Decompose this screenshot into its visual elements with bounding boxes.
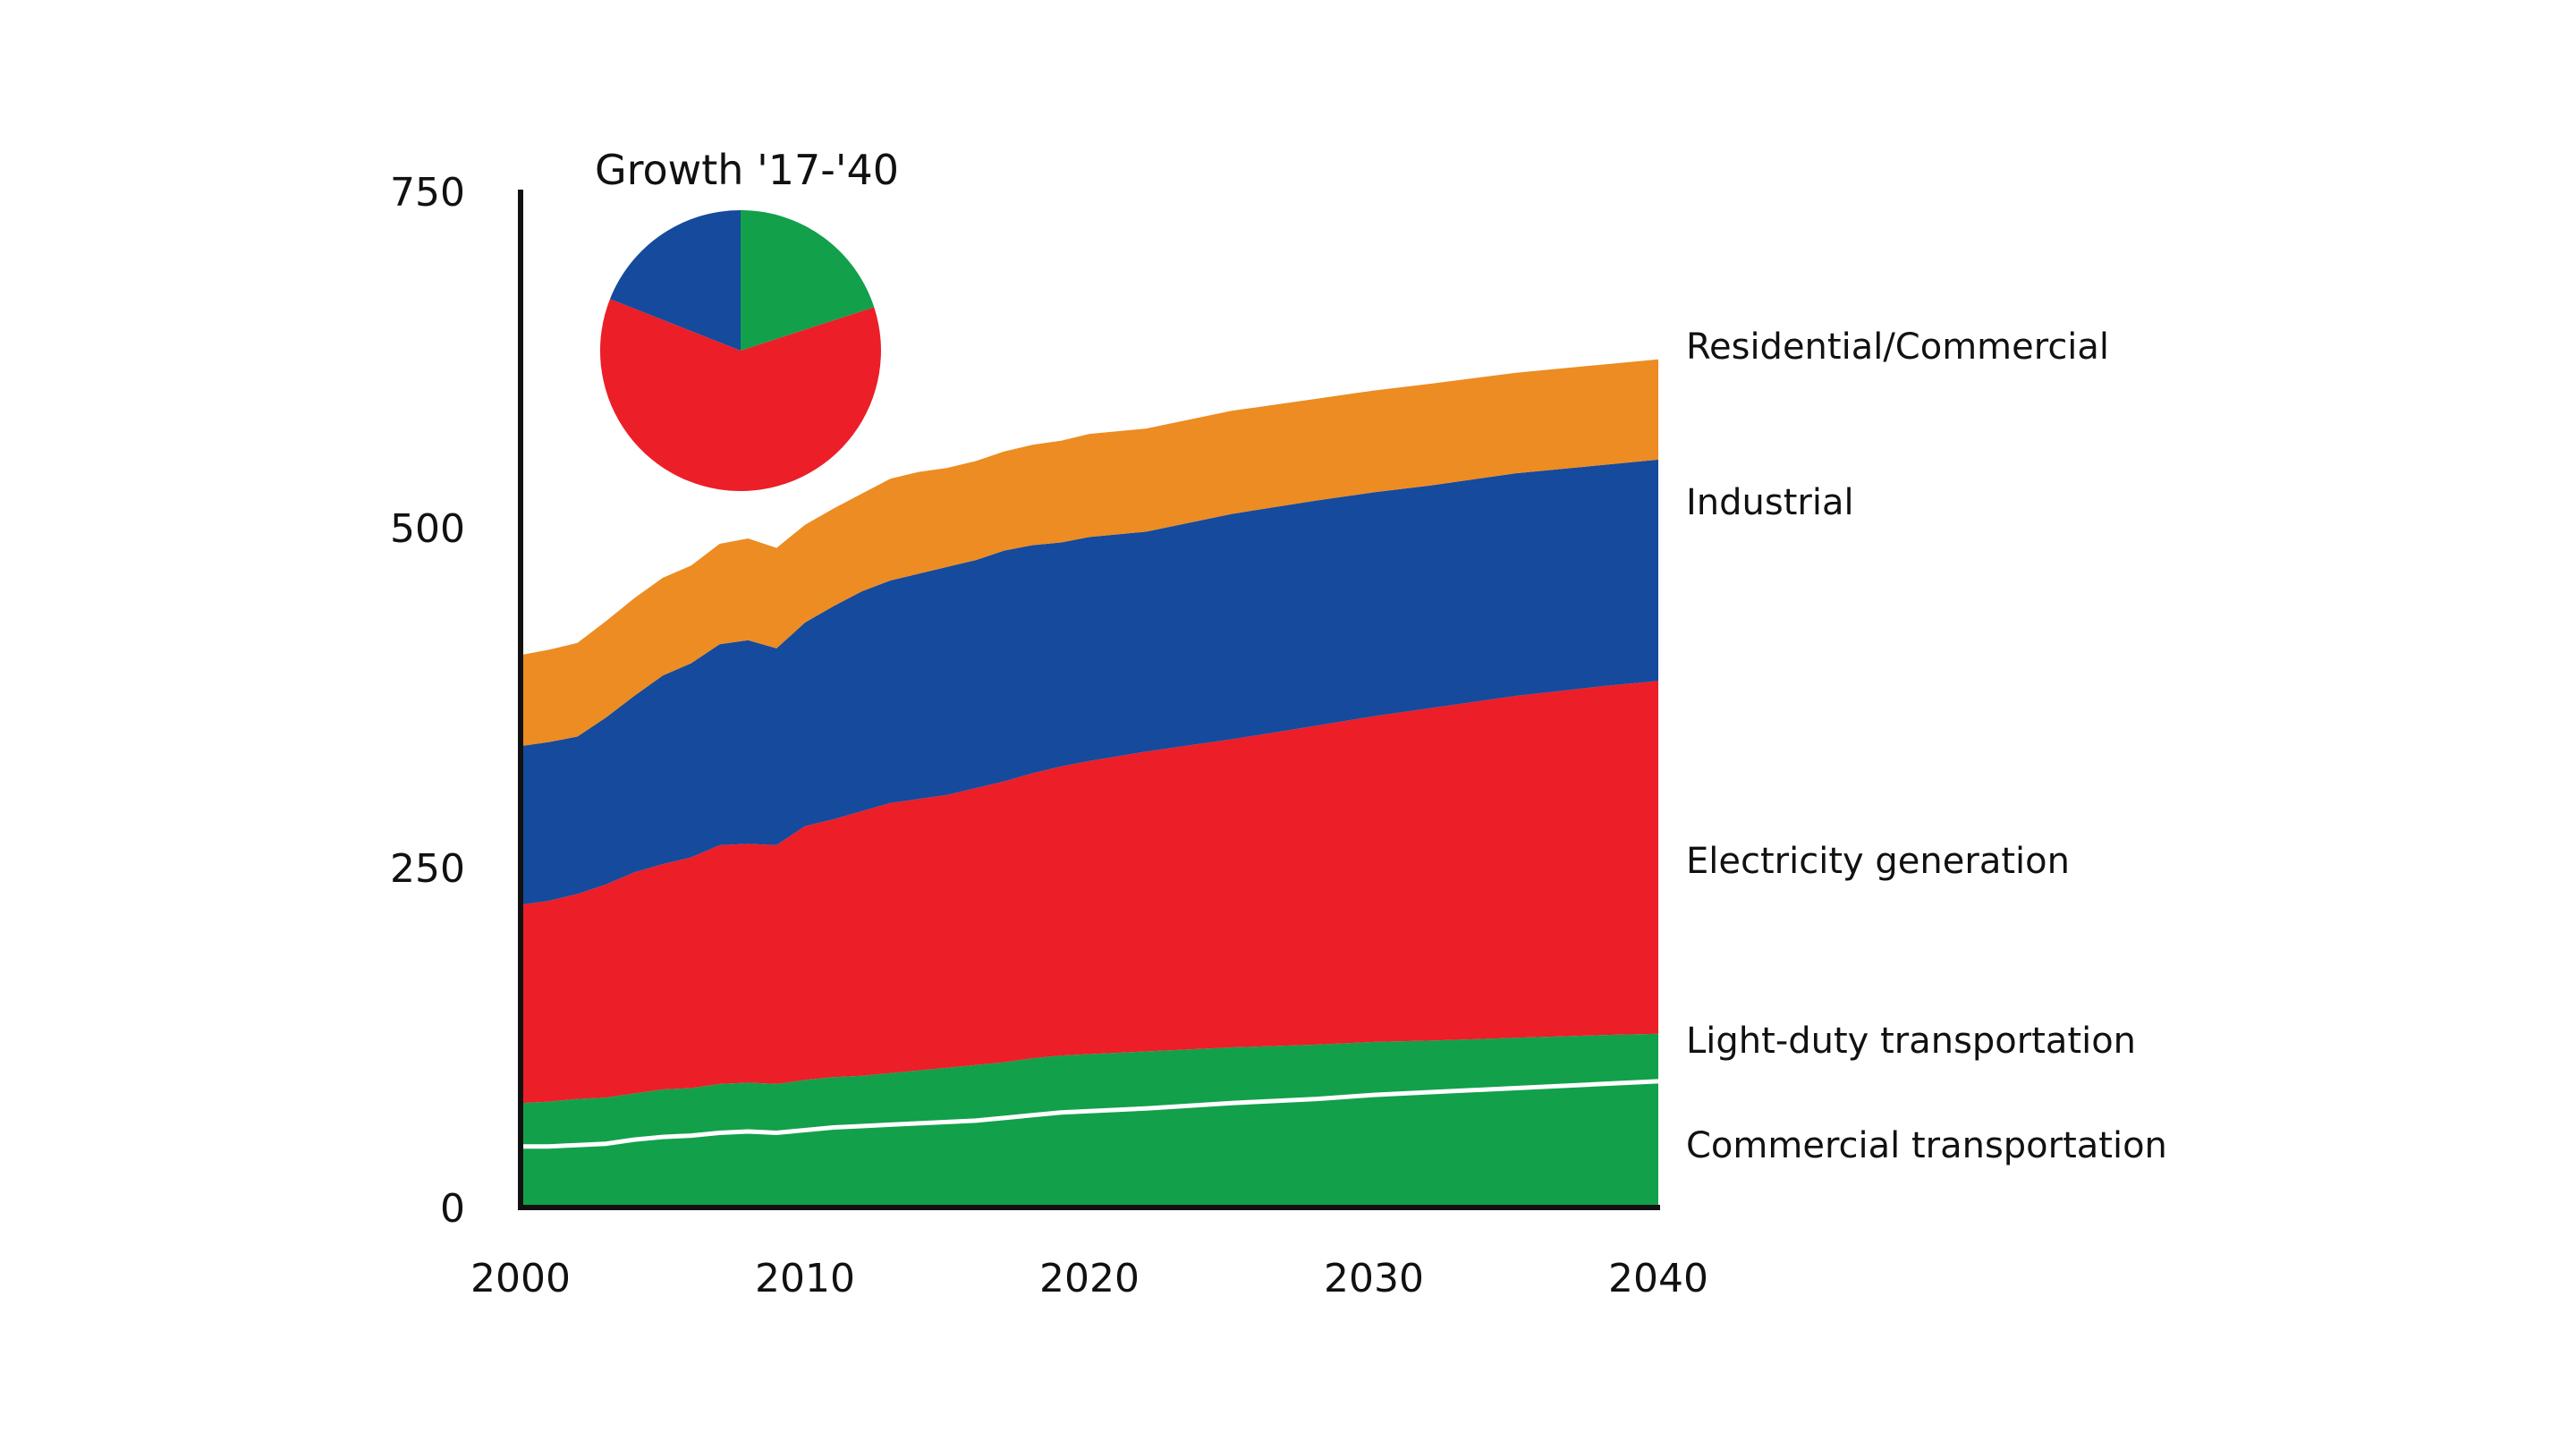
area-industrial [521,459,1658,905]
series-label-residential-commercial: Residential/Commercial [1686,326,2109,368]
x-tick-label: 2010 [755,1256,855,1301]
area-light-duty-transportation [521,1033,1658,1147]
y-tick-label: 250 [390,846,465,892]
x-tick-label: 2040 [1608,1256,1708,1301]
pie-title: Growth '17-'40 [595,146,899,194]
pie-slice-green [741,210,875,351]
series-label-industrial: Industrial [1686,482,1854,523]
transportation-divider-line [521,1079,1659,1149]
x-tick-label: 2000 [470,1256,571,1301]
y-tick-label: 500 [390,506,465,552]
x-tick-label: 2030 [1324,1256,1424,1301]
area-electricity-generation [521,681,1658,1104]
series-label-light-duty-transportation: Light-duty transportation [1686,1021,2136,1062]
x-tick-labels: 2000 2010 2020 2030 2040 [470,1256,1708,1301]
area-series-group [521,359,1659,1208]
area-residential-commercial [521,359,1658,747]
axes [518,190,1660,1210]
series-label-commercial-transportation: Commercial transportation [1686,1125,2167,1166]
area-commercial-transportation [521,1080,1658,1208]
x-tick-label: 2020 [1039,1256,1140,1301]
series-label-electricity-generation: Electricity generation [1686,841,2070,882]
pie-slice-red [599,299,881,491]
y-tick-label: 750 [390,170,465,216]
y-tick-label: 0 [440,1186,465,1232]
pie-slice-blue [610,210,741,351]
growth-pie [599,210,881,491]
series-labels: Residential/Commercial Industrial Electr… [1686,326,2167,1166]
y-tick-labels: 0 250 500 750 [390,170,465,1232]
